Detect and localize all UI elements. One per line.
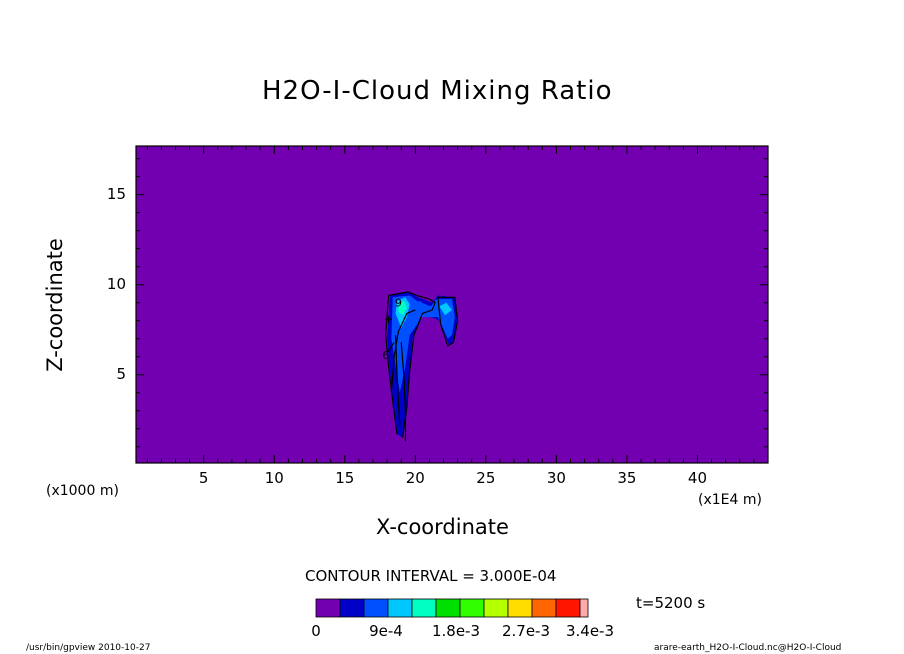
colorbar-swatch-6: [459, 598, 485, 618]
contour-region-5: [439, 302, 452, 316]
contour-region-2: [411, 300, 426, 318]
x-tick-label: 30: [546, 469, 566, 487]
contour-label-0: 9: [395, 297, 402, 310]
x-tick-label: 10: [264, 469, 284, 487]
contour-line-4: [390, 309, 416, 393]
colorbar-swatch-7: [483, 598, 509, 618]
x-unit-label: (x1E4 m): [698, 492, 762, 508]
x-tick-label: 15: [335, 469, 355, 487]
contour-interval-text: CONTOUR INTERVAL = 3.000E-04: [305, 567, 557, 585]
colorbar-swatch-4: [411, 598, 437, 618]
y-axis-label: Z-coordinate: [42, 238, 67, 372]
colorbar-swatch-0: [315, 598, 341, 618]
x-tick-label: 40: [687, 469, 707, 487]
contour-line-2: [394, 335, 401, 426]
chart-title: H2O-I-Cloud Mixing Ratio: [262, 76, 613, 106]
contour-line-5: [437, 296, 459, 347]
colorbar-swatch-10: [555, 598, 581, 618]
colorbar-label: 3.4e-3: [565, 622, 615, 640]
colorbar-label: 2.7e-3: [501, 622, 551, 640]
x-tick-label: 35: [617, 469, 637, 487]
time-label: t=5200 s: [636, 594, 706, 612]
x-tick-label: 25: [476, 469, 496, 487]
y-tick-label: 5: [116, 364, 126, 383]
contour-line-3: [400, 342, 407, 442]
contour-label-1: 6: [382, 349, 389, 362]
colorbar-swatch-1: [339, 598, 365, 618]
contour-line-7: [386, 341, 395, 354]
colorbar-label: 9e-4: [369, 622, 403, 640]
colorbar-swatch-9: [531, 598, 557, 618]
x-axis-label: X-coordinate: [376, 515, 509, 539]
colorbar-swatch-2: [363, 598, 389, 618]
colorbar-swatch-8: [507, 598, 533, 618]
footer-left: /usr/bin/gpview 2010-10-27: [26, 643, 151, 653]
contour-region-1: [391, 295, 455, 393]
footer-right: arare-earth_H2O-I-Cloud.nc@H2O-I-Cloud: [654, 643, 842, 653]
colorbar-label: 0: [311, 622, 321, 640]
x-tick-label: 5: [198, 469, 209, 487]
colorbar-swatch-5: [435, 598, 461, 618]
contour-label-2: +: [384, 313, 393, 326]
colorbar-swatch-11: [579, 598, 589, 618]
contour-line-1: [385, 295, 398, 435]
contour-region-4: [398, 300, 407, 316]
y-unit-label: (x1000 m): [46, 483, 119, 499]
y-tick-label: 15: [106, 184, 126, 203]
colorbar-label: 1.8e-3: [431, 622, 481, 640]
plot-frame: [135, 145, 769, 464]
y-tick-label: 10: [106, 274, 126, 293]
contour-line-0: [388, 291, 436, 438]
x-tick-label: 20: [405, 469, 425, 487]
colorbar-swatch-3: [387, 598, 413, 618]
